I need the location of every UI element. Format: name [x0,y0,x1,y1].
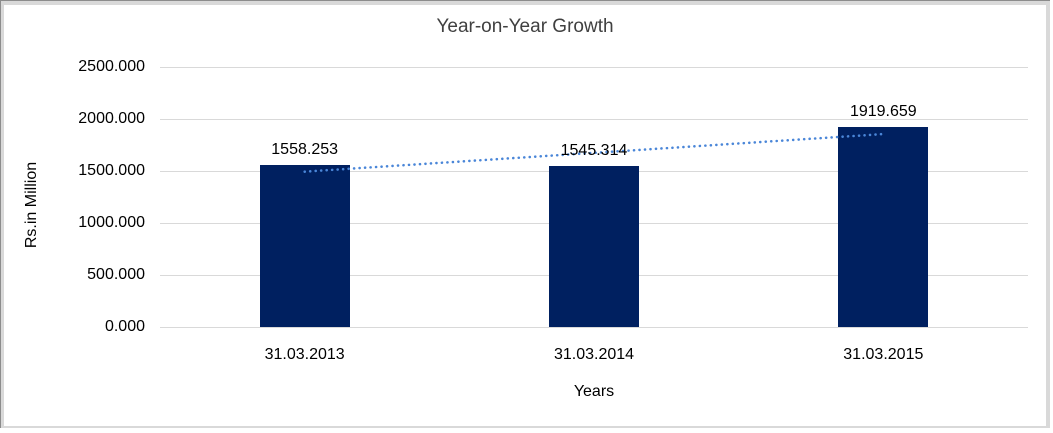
y-tick-label: 2500.000 [78,58,145,75]
frame-edge-top [0,0,1050,1]
data-label: 1558.253 [271,140,339,158]
bar [549,166,639,327]
y-tick-label: 1000.000 [78,214,145,231]
gridline [160,326,1028,328]
y-tick-label: 1500.000 [78,162,145,179]
bar [259,164,350,327]
data-label: 1919.659 [849,103,917,121]
gridline [160,118,1028,120]
x-tick-label: 31.03.2014 [553,346,635,363]
frame-edge-left [0,0,1,428]
y-axis-title: Rs.in Million [23,161,40,249]
x-axis-title: Years [573,383,615,400]
y-tick-label: 500.000 [87,266,145,283]
x-tick-label: 31.03.2013 [264,346,345,363]
data-label: 1545.314 [560,142,628,160]
x-tick-label: 31.03.2015 [843,346,924,363]
gridline [160,66,1028,68]
y-tick-label: 2000.000 [78,110,145,127]
bar [838,127,929,327]
y-tick-label: 0.000 [104,318,145,335]
chart-title: Year-on-Year Growth [436,16,614,37]
